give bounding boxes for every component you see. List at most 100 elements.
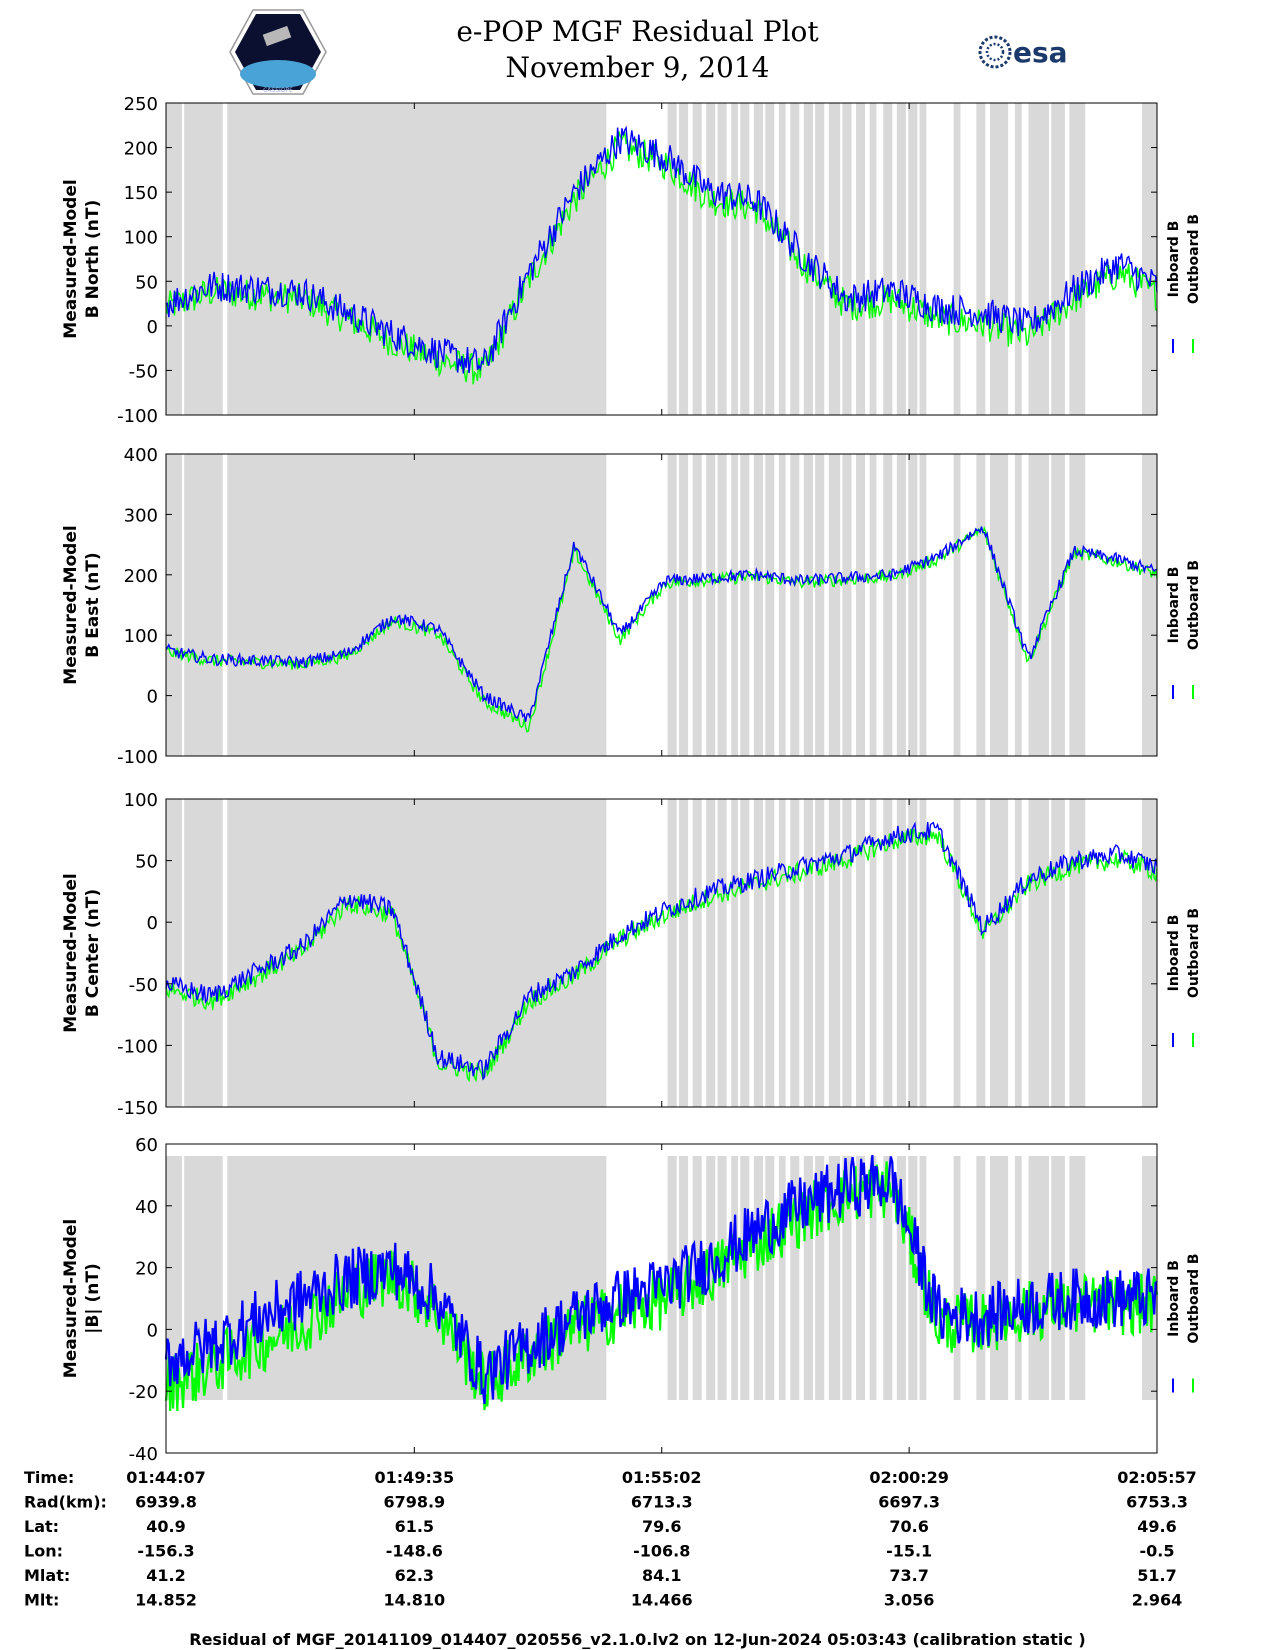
y-tick-label: -50 — [129, 975, 158, 996]
shaded-interval — [706, 799, 716, 1107]
shaded-interval — [731, 1156, 738, 1400]
shaded-interval — [803, 799, 813, 1107]
shaded-interval — [790, 799, 800, 1107]
info-cell: 73.7 — [889, 1566, 928, 1585]
shaded-interval — [856, 454, 866, 756]
shaded-interval — [706, 103, 716, 415]
shaded-interval — [692, 103, 702, 415]
shaded-interval — [842, 799, 852, 1107]
y-tick-label: 0 — [147, 913, 158, 934]
info-cell: 01:49:35 — [375, 1468, 455, 1487]
shaded-interval — [706, 1156, 716, 1400]
shaded-interval — [828, 799, 841, 1107]
info-row-label: Mlat: — [24, 1566, 70, 1585]
shaded-interval — [976, 1156, 986, 1400]
shaded-interval — [869, 103, 877, 415]
shaded-interval — [778, 454, 786, 756]
shaded-interval — [883, 799, 893, 1107]
y-axis-label: Measured-Model B East (nT) — [61, 525, 103, 684]
shaded-interval — [778, 799, 786, 1107]
shaded-interval — [803, 454, 813, 756]
shaded-interval — [678, 799, 689, 1107]
info-cell: 02:00:29 — [869, 1468, 949, 1487]
info-cell: 14.810 — [383, 1591, 445, 1610]
chart-title: e-POP MGF Residual Plot — [456, 15, 819, 48]
info-cell: -148.6 — [386, 1542, 443, 1561]
shaded-interval — [896, 103, 906, 415]
y-axis-label: Measured-Model |B| (nT) — [61, 1219, 103, 1378]
legend-label-outboard: Outboard B — [1186, 908, 1202, 998]
y-tick-label: 100 — [124, 626, 158, 647]
shaded-interval — [1028, 1156, 1049, 1400]
shaded-interval — [953, 103, 961, 415]
info-cell: 6697.3 — [878, 1493, 940, 1512]
shaded-interval — [717, 103, 727, 415]
shaded-interval — [1051, 1156, 1065, 1400]
shaded-interval — [1014, 103, 1022, 415]
y-tick-label: -40 — [129, 1444, 158, 1465]
y-tick-label: -150 — [117, 1098, 158, 1119]
shaded-interval — [1014, 799, 1022, 1107]
shaded-interval — [778, 1156, 786, 1400]
info-cell: 49.6 — [1137, 1517, 1176, 1536]
esa-logo: esa — [978, 35, 1068, 69]
shaded-interval — [896, 1156, 906, 1400]
shaded-interval — [667, 454, 677, 756]
y-tick-label: 20 — [135, 1259, 158, 1280]
shaded-interval — [842, 454, 852, 756]
shaded-interval — [1051, 799, 1065, 1107]
shaded-interval — [184, 799, 223, 1107]
shaded-interval — [828, 454, 841, 756]
legend-label-inboard: Inboard B — [1166, 567, 1182, 644]
y-tick-label: -100 — [117, 1036, 158, 1057]
shaded-interval — [1069, 103, 1086, 415]
shaded-interval — [1142, 103, 1157, 415]
shaded-interval — [692, 454, 702, 756]
legend-label-inboard: Inboard B — [1166, 915, 1182, 992]
shaded-interval — [908, 103, 918, 415]
shaded-interval — [166, 454, 182, 756]
shaded-interval — [883, 103, 893, 415]
shaded-interval — [1069, 799, 1086, 1107]
shaded-interval — [184, 103, 223, 415]
legend: Inboard B Outboard B — [1166, 214, 1202, 353]
legend: Inboard B Outboard B — [1166, 1253, 1202, 1393]
series-line-inboard — [164, 1154, 1158, 1405]
shaded-interval — [976, 454, 986, 756]
legend: Inboard B Outboard B — [1166, 908, 1202, 1047]
y-tick-label: 50 — [135, 272, 158, 293]
shaded-interval — [828, 103, 841, 415]
y-tick-label: 0 — [147, 687, 158, 708]
shaded-interval — [1142, 799, 1157, 1107]
y-tick-label: 100 — [124, 228, 158, 249]
y-tick-label: 100 — [124, 790, 158, 811]
shaded-interval — [740, 454, 750, 756]
shaded-interval — [227, 799, 607, 1107]
shaded-interval — [989, 103, 1009, 415]
shaded-interval — [1051, 454, 1065, 756]
shaded-interval — [989, 454, 1009, 756]
shaded-interval — [856, 103, 866, 415]
info-cell: 02:05:57 — [1117, 1468, 1197, 1487]
shaded-interval — [765, 1156, 775, 1400]
y-tick-label: 0 — [147, 1320, 158, 1341]
shaded-interval — [989, 1156, 1009, 1400]
shaded-interval — [166, 103, 182, 415]
shaded-interval — [908, 454, 918, 756]
shaded-interval — [778, 103, 786, 415]
shaded-interval — [166, 1156, 182, 1400]
shaded-interval — [1014, 454, 1022, 756]
shaded-interval — [184, 454, 223, 756]
shaded-interval — [731, 799, 738, 1107]
info-cell: -0.5 — [1140, 1542, 1175, 1561]
chart-date: November 9, 2014 — [505, 51, 770, 84]
shaded-interval — [753, 103, 763, 415]
shaded-interval — [883, 454, 893, 756]
info-cell: 14.466 — [631, 1591, 693, 1610]
info-cell: -106.8 — [633, 1542, 690, 1561]
shaded-interval — [227, 454, 607, 756]
shaded-interval — [678, 103, 689, 415]
y-tick-label: -100 — [117, 747, 158, 768]
shaded-interval — [1069, 454, 1086, 756]
